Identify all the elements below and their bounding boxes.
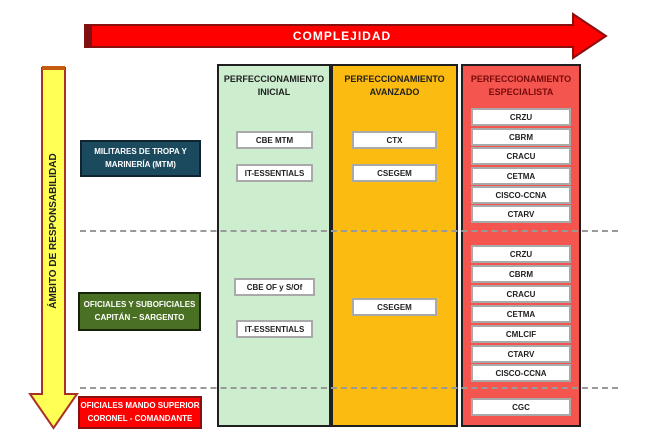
course-especialista-mtm-5: CTARV xyxy=(471,205,571,223)
responsibility-axis-label: ÁMBITO DE RESPONSABILIDAD xyxy=(46,153,59,308)
row-label-line: CORONEL - COMANDANTE xyxy=(87,413,193,423)
section-divider-mtm-oficiales xyxy=(80,230,618,232)
row-label-line: OFICIALES Y SUBOFICIALES xyxy=(83,300,196,310)
column-title-especialista: PERFECCIONAMIENTO ESPECIALISTA xyxy=(470,74,572,97)
course-especialista-mtm-2: CRACU xyxy=(471,147,571,165)
course-especialista-mtm-0: CRZU xyxy=(471,108,571,126)
row-label-oficiales-suboficiales: OFICIALES Y SUBOFICIALES CAPITÁN – SARGE… xyxy=(78,292,201,331)
course-especialista-oficiales-2: CRACU xyxy=(471,285,571,303)
course-especialista-mando-0: CGC xyxy=(471,398,571,416)
course-inicial-oficiales-1: IT-ESSENTIALS xyxy=(236,320,313,338)
course-avanzado-oficiales-0: CSEGEM xyxy=(352,298,437,316)
row-label-line: MARINERÍA (MTM) xyxy=(105,159,176,169)
course-inicial-mtm-0: CBE MTM xyxy=(236,131,313,149)
course-especialista-oficiales-6: CISCO-CCNA xyxy=(471,364,571,382)
column-perfeccionamiento-avanzado: PERFECCIONAMIENTO AVANZADO xyxy=(331,64,458,427)
row-label-line: MILITARES DE TROPA Y xyxy=(94,147,187,157)
course-especialista-oficiales-4: CMLCIF xyxy=(471,325,571,343)
column-title-inicial: PERFECCIONAMIENTO INICIAL xyxy=(223,74,325,97)
row-label-oficiales-mando-superior: OFICIALES MANDO SUPERIOR CORONEL - COMAN… xyxy=(78,396,202,429)
course-avanzado-mtm-1: CSEGEM xyxy=(352,164,437,182)
course-especialista-mtm-3: CETMA xyxy=(471,167,571,185)
course-inicial-oficiales-0: CBE OF y S/Of xyxy=(234,278,315,296)
course-especialista-oficiales-5: CTARV xyxy=(471,345,571,363)
complexity-arrow-tail-cap xyxy=(85,25,92,47)
complexity-axis-label: COMPLEJIDAD xyxy=(293,29,391,43)
responsibility-arrow xyxy=(28,67,79,430)
course-inicial-mtm-1: IT-ESSENTIALS xyxy=(236,164,313,182)
row-label-militares-tropa-marineria: MILITARES DE TROPA Y MARINERÍA (MTM) xyxy=(80,140,201,177)
course-especialista-oficiales-3: CETMA xyxy=(471,305,571,323)
column-perfeccionamiento-inicial: PERFECCIONAMIENTO INICIAL xyxy=(217,64,331,427)
row-label-line: OFICIALES MANDO SUPERIOR xyxy=(80,401,200,411)
course-avanzado-mtm-0: CTX xyxy=(352,131,437,149)
course-especialista-oficiales-1: CBRM xyxy=(471,265,571,283)
column-title-avanzado: PERFECCIONAMIENTO AVANZADO xyxy=(344,74,445,97)
course-especialista-mtm-1: CBRM xyxy=(471,128,571,146)
complexity-arrow xyxy=(84,12,608,60)
course-especialista-oficiales-0: CRZU xyxy=(471,245,571,263)
section-divider-oficiales-mando xyxy=(80,387,618,389)
row-label-line: CAPITÁN – SARGENTO xyxy=(94,312,185,322)
responsibility-arrow-top-cap xyxy=(42,66,65,70)
course-especialista-mtm-4: CISCO-CCNA xyxy=(471,186,571,204)
